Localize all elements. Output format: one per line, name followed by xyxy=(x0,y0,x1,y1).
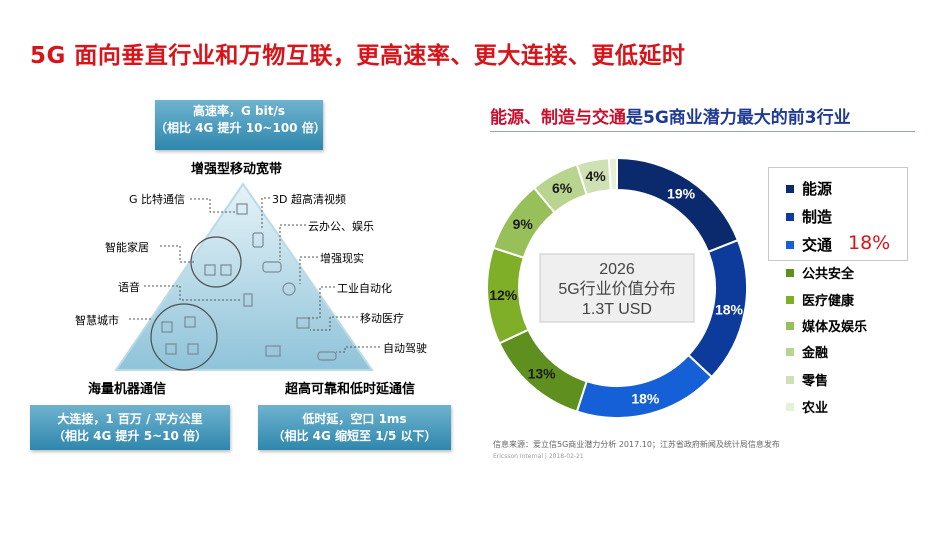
mmtc-label: 海量机器通信 xyxy=(88,382,167,397)
donut-label-4: 12% xyxy=(489,287,518,303)
internal-footer: Ericsson Internal | 2018-02-21 xyxy=(493,453,584,460)
donut-center-box xyxy=(539,253,695,323)
legend-label: 零售 xyxy=(802,374,829,389)
low-latency-line2: （相比 4G 缩短至 1/5 以下） xyxy=(272,429,437,443)
massive-connection-line2: （相比 4G 提升 5~10 倍） xyxy=(52,429,207,443)
chart-title-rest: 是5G商业潜力最大的前3行业 xyxy=(626,108,851,128)
legend-item-4: 医疗健康 xyxy=(786,290,854,309)
car-icon xyxy=(317,351,337,361)
legend-label: 制造 xyxy=(802,208,833,226)
legend-swatch-icon xyxy=(786,296,794,304)
legend-swatch-icon xyxy=(786,322,794,330)
legend-swatch-icon xyxy=(786,348,794,356)
low-latency-box: 低时延，空口 1ms （相比 4G 缩短至 1/5 以下） xyxy=(258,405,451,450)
donut-label-1: 18% xyxy=(715,301,744,317)
legend-swatch-icon xyxy=(786,213,794,221)
donut-label-7: 4% xyxy=(586,168,607,184)
donut-center-total: 1.3T USD xyxy=(582,301,652,318)
chart-title-highlight: 能源、制造与交通 xyxy=(490,108,626,128)
donut-slice-2 xyxy=(575,353,714,419)
donut-center-year: 2026 xyxy=(599,261,635,278)
cloud-callout: 云办公、娱乐 xyxy=(308,220,374,233)
legend-item-0: 能源 xyxy=(786,178,832,199)
high-speed-line1: 高速率，G bit/s xyxy=(193,104,285,118)
urllc-label: 超高可靠和低时延通信 xyxy=(285,382,416,397)
ar-icon xyxy=(282,282,296,296)
massive-connection-line1: 大连接，1 百万 / 平方公里 xyxy=(57,412,203,426)
triangle-diagram xyxy=(114,182,380,371)
legend-item-3: 公共安全 xyxy=(786,263,854,282)
high-speed-line2: （相比 4G 提升 10~100 倍） xyxy=(155,121,326,135)
chart-title: 能源、制造与交通是5G商业潜力最大的前3行业 xyxy=(490,103,851,128)
ar-callout: 增强现实 xyxy=(320,252,364,265)
donut-center-title: 5G行业价值分布 xyxy=(558,280,675,298)
legend-label: 金融 xyxy=(802,346,829,361)
low-latency-line1: 低时延，空口 1ms xyxy=(302,412,407,426)
g-bit-callout: G 比特通信 xyxy=(129,193,186,206)
legend-swatch-icon xyxy=(786,185,794,193)
voice-callout: 语音 xyxy=(118,281,140,294)
meter-icon xyxy=(184,316,196,328)
industrial-icon xyxy=(296,317,310,329)
donut-label-0: 19% xyxy=(667,186,696,202)
legend-item-1: 制造 xyxy=(786,206,832,227)
legend-swatch-icon xyxy=(786,376,794,384)
legend-label: 能源 xyxy=(802,180,833,198)
triangle-shape xyxy=(114,182,374,371)
legend-label: 公共安全 xyxy=(802,267,855,282)
high-speed-box: 高速率，G bit/s （相比 4G 提升 10~100 倍） xyxy=(155,100,326,150)
building-icon xyxy=(161,321,173,333)
smart-city-circle xyxy=(150,303,218,371)
massive-connection-box: 大连接，1 百万 / 平方公里 （相比 4G 提升 5~10 倍） xyxy=(30,405,230,450)
donut-slice-8 xyxy=(607,156,618,192)
donut-label-6: 6% xyxy=(552,180,573,196)
legend-item-7: 零售 xyxy=(786,370,828,389)
transport-highlight: 18% xyxy=(848,232,891,254)
smart-city-callout: 智慧城市 xyxy=(75,314,119,327)
video-3d-callout: 3D 超高清视频 xyxy=(272,193,346,206)
chart-title-divider xyxy=(490,131,915,132)
legend-label: 媒体及娱乐 xyxy=(802,320,868,335)
page-title: 5G 面向垂直行业和万物互联，更高速率、更大连接、更低延时 xyxy=(30,43,686,69)
embb-label: 增强型移动宽带 xyxy=(191,162,283,177)
legend-swatch-icon xyxy=(786,269,794,277)
donut-chart: 19% 18% 18% 13% 12% 9% 6% 4% 2026 5G行业价值分布 1.3T… xyxy=(486,156,748,419)
legend-item-8: 农业 xyxy=(786,397,828,416)
legend-item-2: 交通 xyxy=(786,234,832,255)
legend-swatch-icon xyxy=(786,241,794,249)
home-icon xyxy=(204,264,216,276)
industrial-callout: 工业自动化 xyxy=(337,282,392,295)
smart-home-callout: 智能家居 xyxy=(105,241,149,254)
legend-item-6: 金融 xyxy=(786,342,828,361)
legend-label: 交通 xyxy=(802,236,833,254)
appliance-icon xyxy=(220,264,232,276)
cloud-icon xyxy=(262,261,282,273)
sensor-icon xyxy=(187,343,199,355)
g-bit-icon xyxy=(236,203,248,215)
legend-item-5: 媒体及娱乐 xyxy=(786,316,867,335)
video-3d-icon xyxy=(252,232,264,248)
medical-icon xyxy=(265,345,281,357)
donut-label-3: 13% xyxy=(528,366,557,382)
medical-callout: 移动医疗 xyxy=(360,312,404,325)
smart-home-circle xyxy=(190,236,242,288)
legend-label: 农业 xyxy=(802,401,829,416)
donut-label-5: 9% xyxy=(513,216,534,232)
legend-label: 医疗健康 xyxy=(802,294,855,309)
auto-drive-callout: 自动驾驶 xyxy=(383,342,427,355)
voice-icon xyxy=(243,293,253,307)
source-note: 信息来源：爱立信5G商业潜力分析 2017.10；江苏省政府新闻及统计局信息发布 xyxy=(493,440,780,449)
legend-swatch-icon xyxy=(786,403,794,411)
city-icon xyxy=(165,343,177,355)
donut-label-2: 18% xyxy=(631,390,660,406)
donut-slice-0 xyxy=(616,156,740,254)
